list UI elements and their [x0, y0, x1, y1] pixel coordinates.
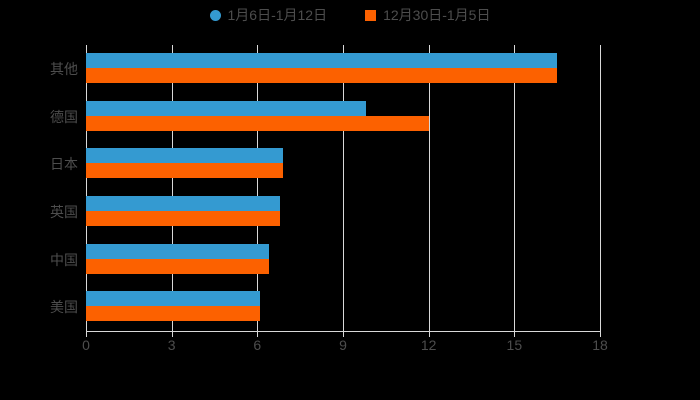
bar[interactable]	[86, 196, 281, 211]
bar[interactable]	[86, 100, 366, 116]
tick-mark	[600, 331, 601, 337]
bar-group	[86, 140, 600, 188]
y-axis-category-label: 德国	[50, 108, 78, 125]
bar[interactable]	[86, 306, 261, 322]
bar[interactable]	[86, 148, 284, 164]
bar[interactable]	[86, 115, 429, 131]
x-axis-tick-label: 15	[506, 337, 523, 353]
bar[interactable]	[86, 163, 284, 179]
bar-group	[86, 236, 600, 284]
bar-group	[86, 45, 600, 93]
gridline	[257, 45, 259, 331]
bar[interactable]	[86, 211, 281, 226]
bar-group	[86, 188, 600, 236]
tick-mark	[257, 331, 259, 337]
gridline	[514, 45, 516, 331]
y-axis-category-label: 英国	[50, 203, 78, 220]
legend-item-series-1[interactable]: 1月6日-1月12日	[209, 7, 328, 23]
gridline	[171, 45, 173, 331]
x-axis-tick-label: 0	[82, 337, 90, 353]
gridline	[86, 45, 87, 331]
legend-item-series-2[interactable]: 12月30日-1月5日	[365, 8, 490, 22]
bar[interactable]	[86, 53, 558, 68]
bar-group	[86, 93, 600, 141]
bar[interactable]	[86, 258, 269, 274]
y-axis-category-label: 中国	[50, 251, 78, 268]
y-axis-category-label: 其他	[50, 60, 78, 77]
square-marker-icon	[365, 9, 377, 21]
bar[interactable]	[86, 68, 558, 83]
tick-mark	[514, 331, 516, 337]
x-axis-tick-label: 18	[592, 337, 608, 353]
x-axis-tick-label: 6	[253, 337, 262, 353]
bar-group	[86, 283, 600, 331]
tick-mark	[171, 331, 173, 337]
gridline	[600, 45, 601, 331]
x-axis-tick-label: 9	[339, 337, 347, 353]
y-axis-category-label: 日本	[50, 156, 78, 173]
plot-area	[86, 45, 601, 331]
tick-mark	[428, 331, 430, 337]
y-axis-category-label: 美国	[50, 299, 78, 316]
bar[interactable]	[86, 291, 261, 307]
gridline	[343, 45, 344, 331]
bar[interactable]	[86, 243, 269, 259]
circle-marker-icon	[209, 9, 221, 21]
x-axis-tick-label: 3	[167, 337, 176, 353]
legend-label-series-1: 1月6日-1月12日	[227, 7, 328, 23]
tick-mark	[343, 331, 344, 337]
x-axis-tick-label: 12	[420, 337, 437, 353]
gridline	[428, 45, 430, 331]
tick-mark	[86, 331, 87, 337]
chart-legend: 1月6日-1月12日 12月30日-1月5日	[0, 8, 700, 22]
legend-label-series-2: 12月30日-1月5日	[383, 7, 491, 23]
